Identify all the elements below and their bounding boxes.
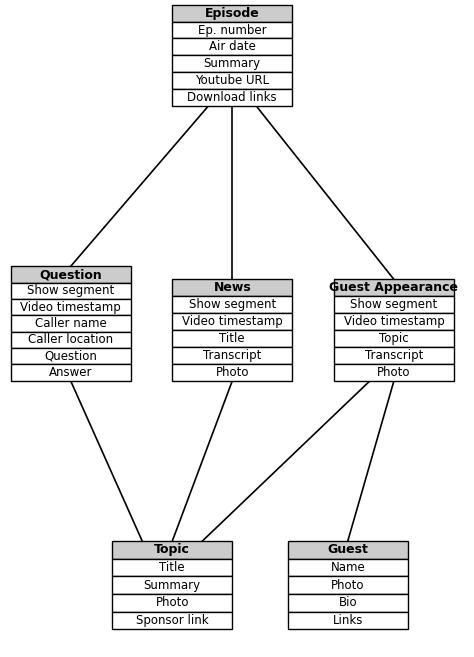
FancyBboxPatch shape xyxy=(172,347,292,364)
FancyBboxPatch shape xyxy=(172,39,292,55)
Text: Caller name: Caller name xyxy=(35,317,107,330)
FancyBboxPatch shape xyxy=(334,313,454,330)
Text: Title: Title xyxy=(219,332,245,345)
FancyBboxPatch shape xyxy=(334,279,454,296)
Text: Question: Question xyxy=(39,268,102,281)
FancyBboxPatch shape xyxy=(172,279,292,296)
FancyBboxPatch shape xyxy=(288,559,408,576)
FancyBboxPatch shape xyxy=(334,364,454,381)
FancyBboxPatch shape xyxy=(172,89,292,106)
Text: Topic: Topic xyxy=(155,543,190,556)
FancyBboxPatch shape xyxy=(172,330,292,347)
Text: Photo: Photo xyxy=(331,579,365,592)
FancyBboxPatch shape xyxy=(112,576,232,594)
FancyBboxPatch shape xyxy=(172,364,292,381)
Text: Topic: Topic xyxy=(379,332,409,345)
FancyBboxPatch shape xyxy=(334,296,454,313)
Text: Download links: Download links xyxy=(188,91,277,104)
Text: Video timestamp: Video timestamp xyxy=(344,315,444,328)
Text: Guest Appearance: Guest Appearance xyxy=(329,281,458,294)
Text: Video timestamp: Video timestamp xyxy=(182,315,283,328)
Text: Question: Question xyxy=(44,350,97,363)
Text: Show segment: Show segment xyxy=(189,298,276,311)
Text: Youtube URL: Youtube URL xyxy=(195,74,269,87)
Text: Answer: Answer xyxy=(49,366,92,379)
Text: Summary: Summary xyxy=(144,579,201,592)
FancyBboxPatch shape xyxy=(10,283,131,299)
Text: Show segment: Show segment xyxy=(27,284,114,298)
FancyBboxPatch shape xyxy=(334,347,454,364)
FancyBboxPatch shape xyxy=(10,266,131,283)
FancyBboxPatch shape xyxy=(10,315,131,332)
Text: Summary: Summary xyxy=(204,57,261,70)
FancyBboxPatch shape xyxy=(112,559,232,576)
FancyBboxPatch shape xyxy=(172,22,292,39)
Text: Episode: Episode xyxy=(205,7,260,20)
FancyBboxPatch shape xyxy=(112,594,232,612)
FancyBboxPatch shape xyxy=(112,612,232,629)
Text: Links: Links xyxy=(333,614,363,627)
FancyBboxPatch shape xyxy=(112,541,232,559)
FancyBboxPatch shape xyxy=(10,332,131,348)
Text: Video timestamp: Video timestamp xyxy=(20,301,121,314)
FancyBboxPatch shape xyxy=(288,576,408,594)
Text: Show segment: Show segment xyxy=(350,298,438,311)
FancyBboxPatch shape xyxy=(288,612,408,629)
FancyBboxPatch shape xyxy=(172,72,292,89)
FancyBboxPatch shape xyxy=(10,348,131,365)
FancyBboxPatch shape xyxy=(288,541,408,559)
Text: Photo: Photo xyxy=(216,366,249,379)
Text: Guest: Guest xyxy=(328,543,368,556)
Text: Bio: Bio xyxy=(338,597,357,610)
Text: Caller location: Caller location xyxy=(28,334,113,346)
Text: Title: Title xyxy=(159,561,185,574)
FancyBboxPatch shape xyxy=(288,594,408,612)
FancyBboxPatch shape xyxy=(10,299,131,315)
Text: Sponsor link: Sponsor link xyxy=(136,614,209,627)
Text: Ep. number: Ep. number xyxy=(198,24,266,37)
Text: Name: Name xyxy=(330,561,365,574)
FancyBboxPatch shape xyxy=(172,313,292,330)
Text: Photo: Photo xyxy=(377,366,410,379)
Text: Photo: Photo xyxy=(155,597,189,610)
FancyBboxPatch shape xyxy=(334,330,454,347)
FancyBboxPatch shape xyxy=(172,55,292,72)
FancyBboxPatch shape xyxy=(10,365,131,381)
Text: Air date: Air date xyxy=(209,41,256,53)
FancyBboxPatch shape xyxy=(172,5,292,22)
Text: News: News xyxy=(213,281,251,294)
Text: Transcript: Transcript xyxy=(203,349,262,362)
FancyBboxPatch shape xyxy=(172,296,292,313)
Text: Transcript: Transcript xyxy=(365,349,423,362)
